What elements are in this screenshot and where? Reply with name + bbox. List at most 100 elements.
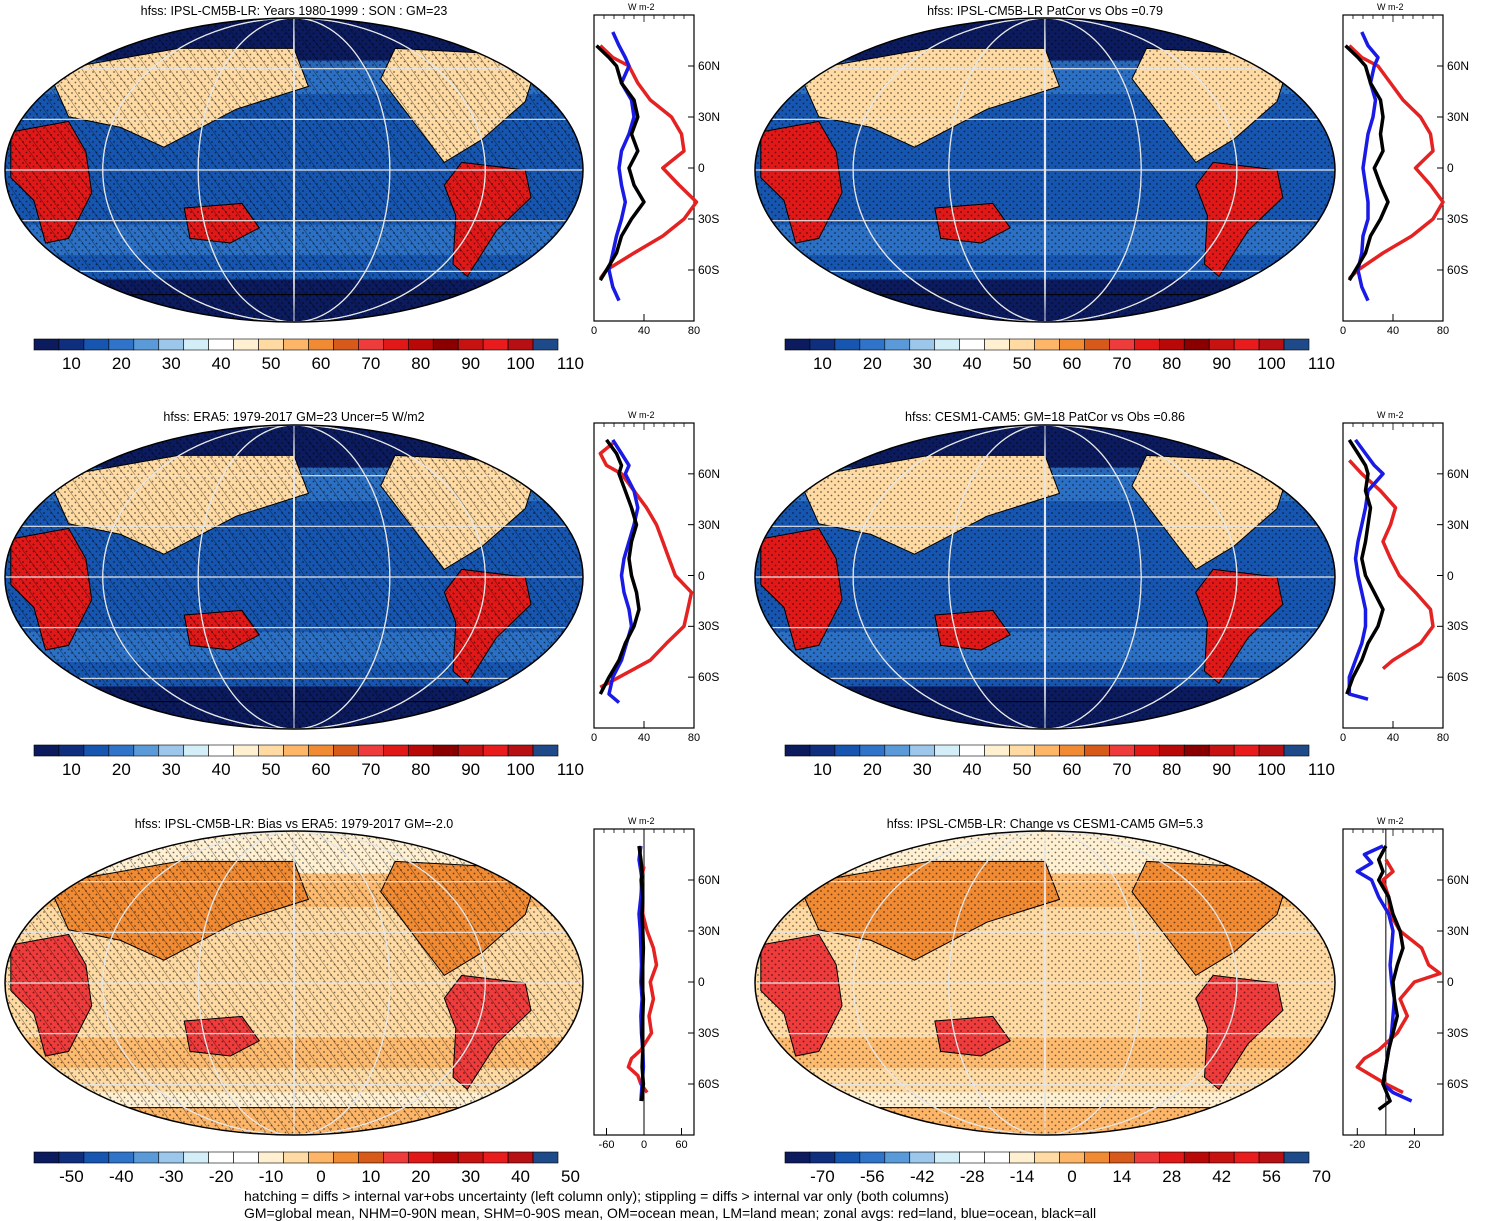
map-outline [4, 830, 584, 1136]
panel-title-5: hfss: IPSL-CM5B-LR: Bias vs ERA5: 1979-2… [134, 817, 454, 831]
colorbar-swatch [859, 1151, 886, 1164]
lat-label: 0 [1447, 568, 1454, 583]
colorbar-swatch [1034, 338, 1060, 351]
panel-title-4: hfss: CESM1-CAM5: GM=18 PatCor vs Obs =0… [905, 410, 1185, 424]
map-outline [754, 17, 1336, 323]
colorbar-swatch [58, 338, 85, 351]
colorbar-label: 70 [361, 354, 381, 373]
colorbar-6 [784, 1151, 1310, 1164]
colorbar-label: 10 [812, 760, 832, 779]
colorbar-swatch [407, 338, 434, 351]
graticule-lon [1043, 831, 1047, 1135]
colorbar-swatch [532, 1151, 559, 1164]
colorbar-label: 100 [1257, 760, 1286, 779]
lat-label: 0 [1447, 975, 1454, 989]
colorbar-swatch [959, 338, 985, 351]
colorbar-swatch [233, 338, 259, 351]
colorbar-label: 80 [411, 760, 431, 779]
lat-label: 30N [698, 517, 721, 532]
colorbar-swatch [532, 338, 559, 351]
zonal-line-all [598, 438, 641, 695]
graticule-lon [197, 18, 391, 322]
colorbar-swatch [959, 1151, 985, 1164]
colorbar-swatch [1233, 744, 1260, 757]
colorbar-label: 80 [411, 354, 431, 373]
colorbar-swatch [58, 744, 85, 757]
colorbar-swatch [1208, 1151, 1235, 1164]
map-field [755, 425, 1335, 729]
zonal-mean-plot-5 [593, 828, 695, 1136]
colorbar-label: -10 [258, 1167, 284, 1186]
zonal-units: W m-2 [628, 2, 655, 12]
lat-label: 30S [1447, 1026, 1469, 1040]
graticule-lon [1043, 18, 1047, 322]
colorbar-label: 100 [506, 760, 535, 779]
colorbar-swatch [133, 1151, 160, 1164]
colorbar-swatch [1134, 1151, 1160, 1164]
zonal-mean-plot-1 [593, 14, 699, 322]
zonal-mean-plot-6 [1342, 828, 1444, 1136]
colorbar-swatch [884, 1151, 911, 1164]
colorbar-label: 20 [862, 760, 882, 779]
zonal-mean-plot-2 [1342, 14, 1445, 322]
colorbar-label: -28 [959, 1167, 985, 1186]
zonal-line-land [598, 441, 694, 689]
colorbar-swatch [308, 1151, 334, 1164]
colorbar-label: 30 [161, 354, 181, 373]
colorbar-swatch [158, 1151, 185, 1164]
colorbar-label: 90 [461, 760, 481, 779]
colorbar-label: 80 [1162, 354, 1182, 373]
panel-4 [754, 422, 1444, 757]
lat-label: 30S [698, 619, 720, 634]
colorbar-label: 60 [311, 354, 331, 373]
colorbar-swatch [1059, 1151, 1085, 1164]
colorbar-swatch [258, 744, 284, 757]
graticule-lon [948, 18, 1142, 322]
colorbar-swatch [482, 338, 509, 351]
colorbar-3 [33, 744, 559, 757]
x-tick-label: 0 [640, 1139, 648, 1151]
zonal-mean-plot-3 [593, 422, 695, 729]
colorbar-swatch [809, 1151, 836, 1164]
map-outline [754, 830, 1336, 1136]
colorbar-swatch [809, 338, 836, 351]
graticule-lon [102, 831, 486, 1135]
colorbar-swatch [283, 744, 309, 757]
footer-line-2: GM=global mean, NHM=0-90N mean, SHM=0-90… [244, 1205, 1097, 1221]
zonal-units: W m-2 [1377, 2, 1404, 12]
colorbar-label: 70 [1112, 760, 1132, 779]
colorbar-label: 110 [1307, 354, 1336, 373]
colorbar-swatch [1258, 1151, 1285, 1164]
x-tick-label: 40 [1386, 732, 1400, 744]
lat-label: 30N [1447, 924, 1470, 938]
zonal-line-all [1345, 438, 1385, 695]
colorbar-swatch [308, 338, 334, 351]
graticule-lon [852, 425, 1238, 729]
colorbar-swatch [1009, 744, 1035, 757]
colorbar-swatch [183, 338, 209, 351]
colorbar-label: 40 [211, 760, 231, 779]
x-tick-label: 40 [637, 732, 651, 744]
lat-label: 30N [698, 924, 721, 938]
lat-label: 0 [698, 975, 705, 989]
map-field [755, 18, 1335, 322]
lat-label: 30S [698, 212, 720, 226]
graticule-lon [102, 18, 486, 322]
x-tick-label: 40 [637, 325, 651, 337]
colorbar-swatch [457, 1151, 484, 1164]
colorbar-label: -20 [208, 1167, 234, 1186]
colorbar-swatch [532, 744, 559, 757]
colorbar-label: 30 [912, 760, 932, 779]
colorbar-swatch [407, 1151, 434, 1164]
colorbar-swatch [984, 1151, 1010, 1164]
colorbar-label: -56 [860, 1167, 885, 1186]
colorbar-swatch [859, 744, 886, 757]
colorbar-swatch [884, 744, 911, 757]
colorbar-swatch [1059, 338, 1085, 351]
colorbar-swatch [1283, 1151, 1310, 1164]
colorbar-label: 100 [506, 354, 535, 373]
colorbar-label: 20 [862, 354, 882, 373]
colorbar-swatch [1084, 1151, 1110, 1164]
colorbar-label: 70 [1312, 1167, 1331, 1186]
